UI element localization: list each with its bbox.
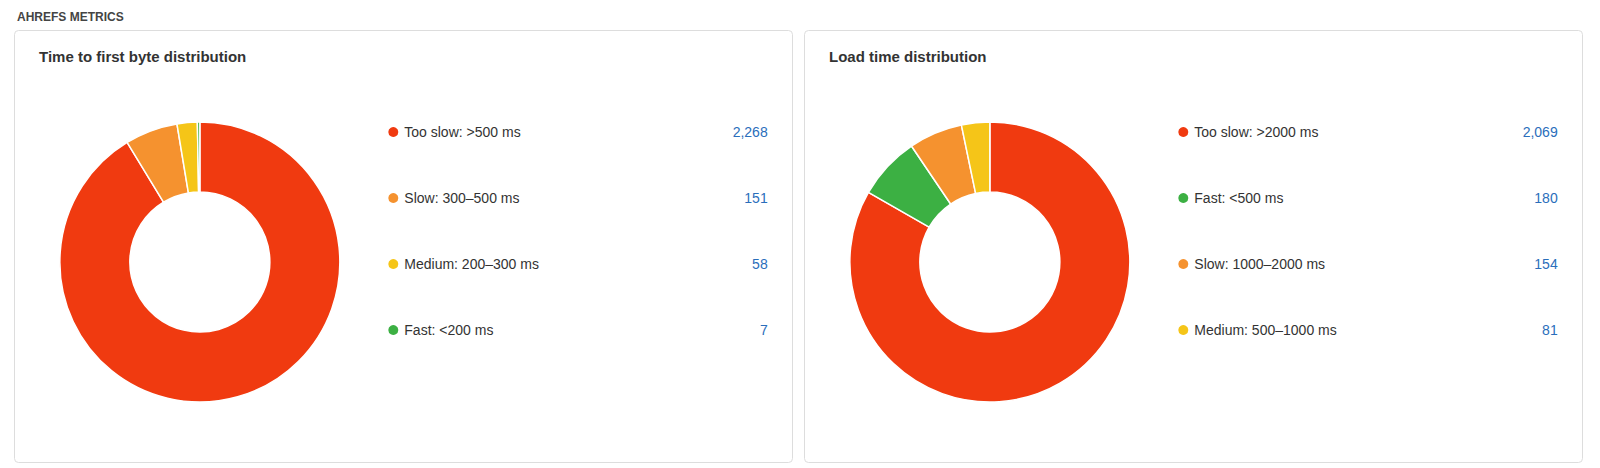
svg-text:2,069: 2,069	[1523, 124, 1558, 140]
svg-text:Medium: 200–300 ms: Medium: 200–300 ms	[404, 256, 539, 272]
svg-text:180: 180	[1534, 190, 1558, 206]
svg-text:58: 58	[752, 256, 768, 272]
svg-text:151: 151	[744, 190, 768, 206]
svg-text:Fast: <500 ms: Fast: <500 ms	[1194, 190, 1283, 206]
svg-text:7: 7	[760, 322, 768, 338]
svg-text:Medium: 500–1000 ms: Medium: 500–1000 ms	[1194, 322, 1336, 338]
svg-text:81: 81	[1542, 322, 1558, 338]
svg-text:AHREFS METRICS: AHREFS METRICS	[17, 10, 124, 24]
svg-text:154: 154	[1534, 256, 1558, 272]
svg-text:Fast: <200 ms: Fast: <200 ms	[404, 322, 493, 338]
svg-text:Too slow: >500 ms: Too slow: >500 ms	[404, 124, 520, 140]
svg-text:Too slow: >2000 ms: Too slow: >2000 ms	[1194, 124, 1318, 140]
svg-text:Load time distribution: Load time distribution	[829, 48, 987, 65]
svg-text:Slow: 300–500 ms: Slow: 300–500 ms	[404, 190, 519, 206]
svg-text:Slow: 1000–2000 ms: Slow: 1000–2000 ms	[1194, 256, 1325, 272]
svg-text:Time to first byte distributio: Time to first byte distribution	[39, 48, 246, 65]
svg-text:2,268: 2,268	[733, 124, 768, 140]
